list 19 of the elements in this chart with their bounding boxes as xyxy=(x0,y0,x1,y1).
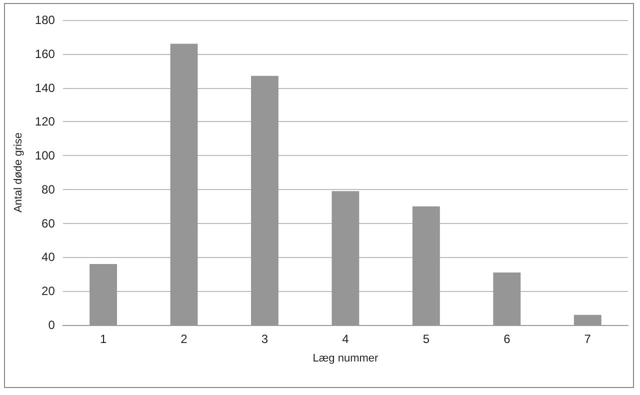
x-tick-label: 6 xyxy=(504,332,511,346)
x-axis-title: Læg nummer xyxy=(312,352,378,364)
y-tick-label: 140 xyxy=(34,80,56,95)
x-tick-label: 2 xyxy=(180,332,188,346)
y-tick-label: 160 xyxy=(34,46,56,61)
x-tick-label: 7 xyxy=(584,332,592,346)
y-axis-title: Antal døde grise xyxy=(12,132,24,213)
y-tick-label: 20 xyxy=(42,284,56,298)
x-tick-label: 5 xyxy=(422,332,430,346)
x-tick-label: 1 xyxy=(100,332,107,346)
x-tick-label: 3 xyxy=(261,332,268,346)
y-tick-label: 100 xyxy=(34,148,56,163)
y-tick-label: 80 xyxy=(42,182,56,196)
y-tick-label: 40 xyxy=(42,250,56,264)
y-tick-label: 120 xyxy=(34,114,56,129)
x-tick-label: 4 xyxy=(342,332,350,346)
y-tick-label: 60 xyxy=(42,216,56,230)
y-tick-label: 180 xyxy=(34,13,56,27)
y-tick-label: 0 xyxy=(48,318,56,332)
